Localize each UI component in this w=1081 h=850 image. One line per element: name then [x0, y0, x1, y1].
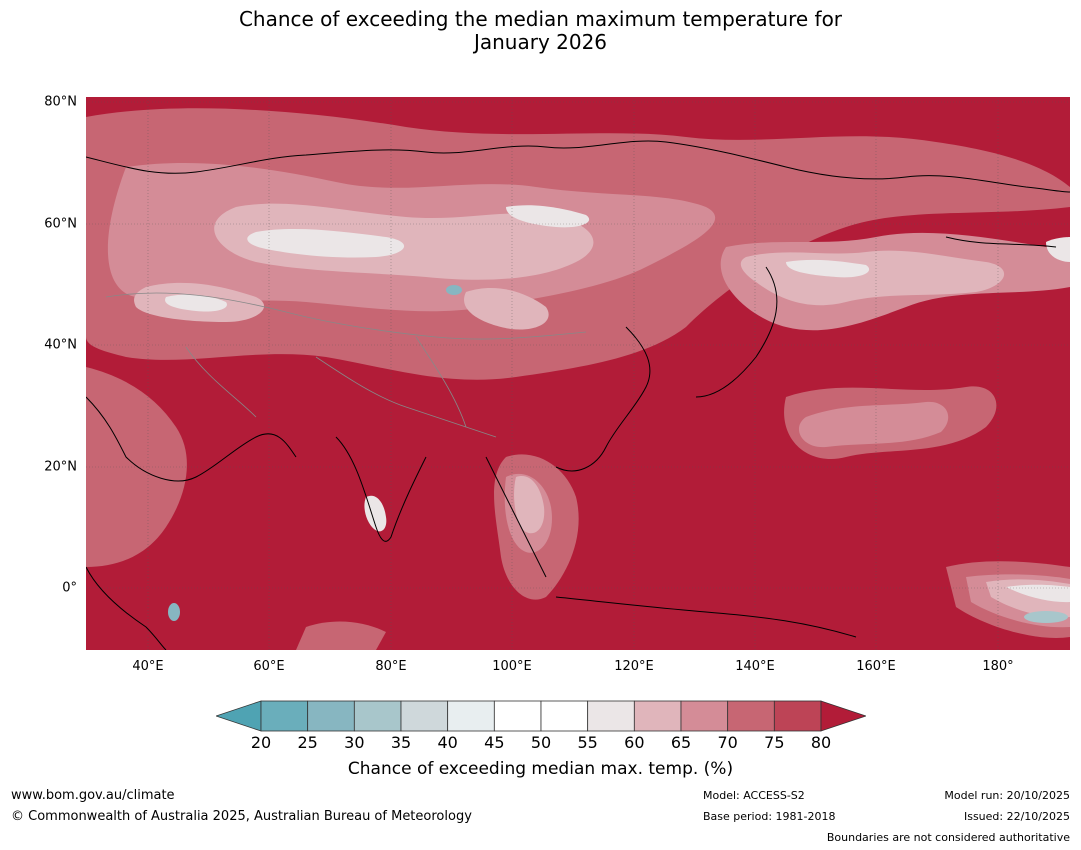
colorbar-segment: [400, 700, 449, 732]
lat-label-80n: 80°N: [44, 94, 77, 110]
colorbar-tick-label: 30: [344, 733, 365, 752]
map-title-line1: Chance of exceeding the median maximum t…: [238, 7, 843, 31]
colorbar-tick-label: 65: [670, 733, 692, 752]
colorbar-segment: [447, 700, 495, 732]
colorbar-segment: [727, 700, 775, 732]
lon-label-180: 180°: [982, 659, 1014, 674]
colorbar-tick-label: 60: [624, 733, 645, 752]
issued-text: Issued: 22/10/2025: [963, 810, 1070, 823]
map-canvas: [86, 97, 1070, 650]
graticule: [86, 97, 1070, 650]
colorbar-segment: [540, 700, 589, 732]
lon-label-60e: 60°E: [253, 659, 285, 674]
colorbar-segment: [353, 700, 402, 732]
map-title-line2: January 2026: [473, 30, 608, 54]
colorbar-tick-label: 35: [390, 733, 412, 752]
colorbar-tick-label: 80: [810, 733, 832, 752]
probability-band-55: [165, 205, 1070, 603]
colorbar-segment: [260, 700, 309, 732]
colorbar-tick-label: 40: [437, 733, 458, 752]
lon-label-100e: 100°E: [492, 659, 532, 674]
colorbar-tick-label: 25: [297, 733, 318, 752]
colorbar-segment: [307, 700, 355, 732]
disclaimer-text: Boundaries are not considered authoritat…: [826, 831, 1070, 844]
colorbar-segment: [773, 700, 822, 732]
lat-label-40n: 40°N: [44, 337, 77, 353]
lat-label-60n: 60°N: [44, 216, 77, 232]
lon-label-160e: 160°E: [856, 659, 896, 674]
base-period-text: Base period: 1981-2018: [703, 810, 836, 823]
copyright-text: © Commonwealth of Australia 2025, Austra…: [11, 809, 472, 824]
colorbar-label: Chance of exceeding median max. temp. (%…: [347, 759, 734, 779]
lat-label-0: 0°: [62, 580, 77, 596]
probability-map: [86, 97, 1070, 650]
map-title: Chance of exceeding the median maximum t…: [0, 8, 1081, 54]
colorbar-low-extension: [216, 700, 262, 732]
website-link[interactable]: www.bom.gov.au/climate: [11, 788, 175, 803]
colorbar-tick-label: 20: [250, 733, 272, 752]
colorbar-segment: [587, 700, 635, 732]
coastlines: [86, 140, 1070, 650]
colorbar-high-extension: [820, 700, 866, 732]
colorbar-tick-label: 75: [764, 733, 785, 752]
probability-band-low: [168, 285, 1068, 623]
colorbar-tick-label: 70: [717, 733, 738, 752]
lat-label-20n: 20°N: [44, 459, 77, 475]
country-borders: [105, 292, 587, 438]
colorbar-segment: [633, 700, 682, 732]
lon-label-80e: 80°E: [375, 659, 407, 674]
colorbar-tick-label: 50: [530, 733, 552, 752]
lon-label-120e: 120°E: [614, 659, 654, 674]
model-run-text: Model run: 20/10/2025: [944, 789, 1070, 802]
model-text: Model: ACCESS-S2: [703, 789, 805, 802]
colorbar: [216, 700, 866, 732]
colorbar-tick-label: 45: [484, 733, 505, 752]
lon-label-140e: 140°E: [735, 659, 775, 674]
colorbar-tick-label: 55: [577, 733, 598, 752]
lon-label-40e: 40°E: [132, 659, 164, 674]
colorbar-segment: [493, 700, 542, 732]
colorbar-segment: [680, 700, 729, 732]
